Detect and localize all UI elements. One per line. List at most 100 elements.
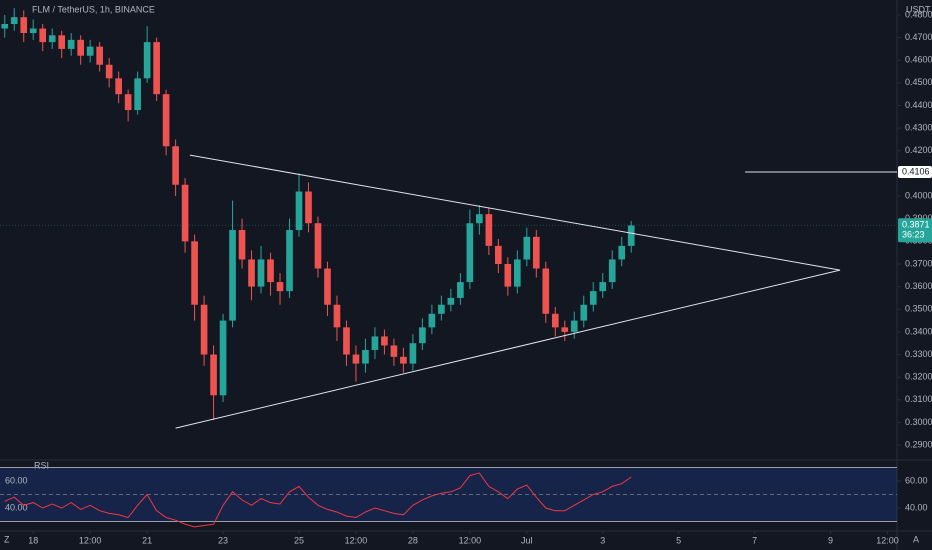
chart-title: FLM / TetherUS, 1h, BINANCE [32,4,155,14]
candle-body [551,313,559,328]
countdown-label: 36:23 [902,230,925,240]
candle-body [589,291,597,305]
candle-body [181,184,189,242]
candle-body [352,354,360,364]
candle-body [219,320,227,396]
candle-body [238,230,246,260]
candle-body [314,223,322,269]
y-tick-label: 0.3700 [905,258,932,268]
scale-button[interactable]: A [913,534,919,544]
y-tick-label: 0.4600 [905,55,932,65]
candle-body [1,23,9,29]
level-label-box [898,166,932,179]
y-tick-label: 0.3600 [905,281,932,291]
candle-body [343,327,350,355]
candle-body [124,94,132,111]
candle-body [77,39,85,56]
rsi-line [4,472,632,528]
candle-body [476,214,483,224]
candle-body [48,35,56,43]
candle-body [295,191,303,231]
y-tick-label: 0.3900 [905,213,932,223]
candle-body [580,304,588,321]
y-tick-label: 0.3000 [905,417,932,427]
y-tick-label: 0.4300 [905,123,932,133]
trendline [175,269,841,429]
y-tick-label: 0.2900 [905,439,932,449]
candle-body [248,259,255,287]
candle-body [457,282,464,298]
candle-body [210,354,217,396]
x-tick-label: 23 [218,535,228,545]
candle-body [599,282,607,292]
candle-body [438,304,445,314]
candle-body [105,64,113,79]
y-tick-label: 0.3400 [905,326,932,336]
candle-body [267,259,274,283]
candle-body [390,345,398,357]
scale-button[interactable]: Z [4,534,10,544]
x-tick-label: 12:00 [79,535,102,545]
candle-body [447,297,455,305]
x-tick-label: 7 [752,535,757,545]
candle-body [229,230,236,321]
candle-body [618,245,626,260]
x-tick-label: 25 [294,535,304,545]
candle-body [570,320,578,332]
candle-body [504,263,512,287]
candle-body [276,282,284,292]
candle-body [409,343,417,364]
candle-body [286,230,293,292]
candle-body [172,146,179,185]
candle-body [162,94,170,147]
candle-body [20,17,28,34]
candle-body [608,259,616,283]
candle-body [115,78,122,95]
y-tick-label: 0.4200 [905,145,932,155]
candle-body [10,17,18,24]
x-tick-label: 3 [600,535,605,545]
candle-body [627,225,635,246]
level-label: 0.4106 [902,166,930,176]
candle-body [428,313,436,328]
candle-body [200,304,208,355]
x-tick-label: 28 [408,535,418,545]
y-tick-label: 0.3500 [905,304,932,314]
candle-body [257,259,265,287]
candle-body [191,241,198,305]
x-tick-label: Jul [521,535,533,545]
y-tick-label: 0.4500 [905,77,932,87]
x-tick-label: 12:00 [459,535,482,545]
y-tick-label: 0.4700 [905,32,932,42]
x-tick-label: 12:00 [345,535,368,545]
candle-body [485,214,493,246]
candle-body [39,28,47,43]
candle-body [324,268,331,305]
candle-body [58,35,66,49]
candle-body [143,42,151,79]
x-tick-label: 5 [676,535,681,545]
candle-body [153,42,160,95]
candle-body [561,327,569,332]
candle-body [305,191,312,224]
candle-body [523,236,531,260]
candle-body [333,304,341,328]
candle-body [362,350,369,364]
candle-body [86,46,94,56]
candle-body [542,268,550,314]
rsi-tick-label: 60.00 [5,475,28,485]
trendline [189,154,841,271]
y-tick-label: 0.3300 [905,349,932,359]
last-price-box [898,218,932,243]
candle-body [67,39,75,49]
x-tick-label: 12:00 [876,535,899,545]
y-tick-label: 0.4400 [905,100,932,110]
x-tick-label: 21 [142,535,152,545]
y-tick-label: 0.3200 [905,372,932,382]
candle-body [532,236,540,269]
candle-body [466,223,474,283]
rsi-tick-label: 40.00 [905,502,928,512]
candle-body [96,46,103,65]
rsi-name: RSI [34,460,49,470]
